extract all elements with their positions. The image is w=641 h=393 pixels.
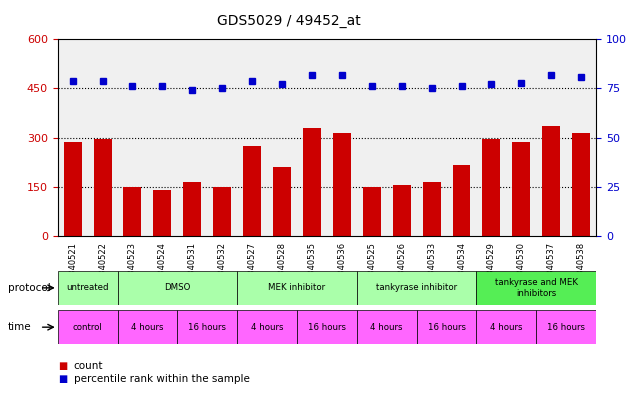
Text: 4 hours: 4 hours xyxy=(370,323,403,332)
Text: 16 hours: 16 hours xyxy=(188,323,226,332)
Bar xyxy=(453,165,470,236)
Bar xyxy=(542,126,560,236)
Text: tankyrase inhibitor: tankyrase inhibitor xyxy=(376,283,457,292)
Bar xyxy=(297,310,357,344)
Bar xyxy=(153,190,171,236)
Text: control: control xyxy=(72,323,103,332)
Bar xyxy=(58,271,117,305)
Bar xyxy=(243,146,261,236)
Bar xyxy=(357,310,417,344)
Text: 4 hours: 4 hours xyxy=(490,323,522,332)
Bar xyxy=(357,271,476,305)
Bar xyxy=(476,271,596,305)
Bar xyxy=(537,310,596,344)
Text: MEK inhibitor: MEK inhibitor xyxy=(269,283,326,292)
Text: 16 hours: 16 hours xyxy=(308,323,346,332)
Bar xyxy=(512,142,530,236)
Bar xyxy=(58,310,117,344)
Text: 16 hours: 16 hours xyxy=(547,323,585,332)
Bar xyxy=(333,132,351,236)
Bar xyxy=(124,187,142,236)
Text: protocol: protocol xyxy=(8,283,51,293)
Bar xyxy=(237,310,297,344)
Bar xyxy=(94,139,112,236)
Bar xyxy=(213,187,231,236)
Bar xyxy=(393,185,411,236)
Text: tankyrase and MEK
inhibitors: tankyrase and MEK inhibitors xyxy=(495,278,578,298)
Bar xyxy=(303,128,321,236)
Bar xyxy=(273,167,291,236)
Bar xyxy=(63,142,81,236)
Bar xyxy=(237,271,357,305)
Bar xyxy=(422,182,440,236)
Text: ■: ■ xyxy=(58,374,67,384)
Text: percentile rank within the sample: percentile rank within the sample xyxy=(74,374,249,384)
Bar xyxy=(178,310,237,344)
Text: time: time xyxy=(8,322,31,332)
Text: 16 hours: 16 hours xyxy=(428,323,465,332)
Bar xyxy=(417,310,476,344)
Bar xyxy=(117,310,178,344)
Bar xyxy=(483,139,501,236)
Text: GDS5029 / 49452_at: GDS5029 / 49452_at xyxy=(217,14,360,28)
Bar xyxy=(183,182,201,236)
Text: ■: ■ xyxy=(58,361,67,371)
Text: count: count xyxy=(74,361,103,371)
Bar xyxy=(363,187,381,236)
Bar xyxy=(117,271,237,305)
Bar xyxy=(572,132,590,236)
Text: 4 hours: 4 hours xyxy=(131,323,163,332)
Text: 4 hours: 4 hours xyxy=(251,323,283,332)
Text: untreated: untreated xyxy=(67,283,109,292)
Text: DMSO: DMSO xyxy=(164,283,190,292)
Bar xyxy=(476,310,537,344)
